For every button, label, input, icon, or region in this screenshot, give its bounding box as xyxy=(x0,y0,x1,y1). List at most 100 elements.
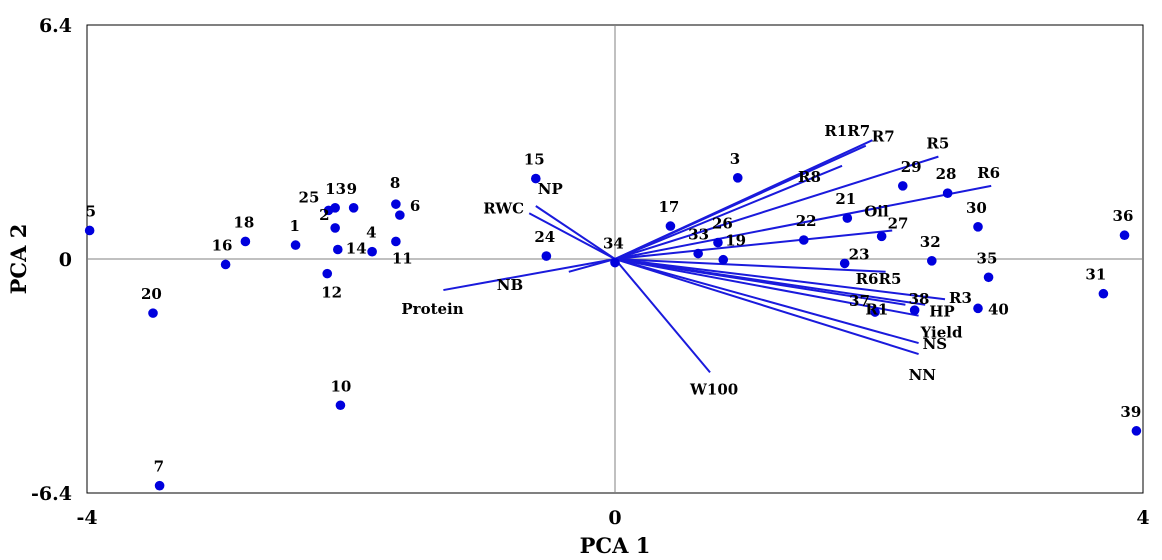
point-label: 11 xyxy=(392,249,413,267)
vector-label: R6R5 xyxy=(856,270,902,288)
vector-r5 xyxy=(614,155,939,260)
point-label: 20 xyxy=(141,285,162,303)
point-label: 2 xyxy=(319,206,329,224)
point-21 xyxy=(842,213,853,223)
vector-r3 xyxy=(614,258,946,301)
vector-label: R7 xyxy=(872,128,895,146)
x-tick-zero: 0 xyxy=(608,507,621,529)
point-32 xyxy=(927,256,937,266)
point-31 xyxy=(1098,288,1109,299)
vector-protein xyxy=(443,258,616,292)
point-12 xyxy=(322,268,333,279)
point-label: 4 xyxy=(366,224,376,242)
x-tick-max: 4 xyxy=(1136,507,1149,529)
point-24 xyxy=(541,251,552,261)
y-tick-max: 6.4 xyxy=(39,15,72,37)
point-40 xyxy=(973,303,983,314)
point-label: 37 xyxy=(849,292,870,310)
y-tick-min: -6.4 xyxy=(31,483,72,505)
point-label: 32 xyxy=(920,233,941,251)
point-33 xyxy=(693,248,703,259)
point-39 xyxy=(1131,426,1142,436)
point-label: 25 xyxy=(299,188,320,206)
point-8 xyxy=(391,199,401,209)
point-label: 9 xyxy=(347,180,357,198)
vector-label: W100 xyxy=(689,380,738,398)
vector-label: Protein xyxy=(401,300,463,318)
point-25 xyxy=(323,205,334,216)
vector-nn xyxy=(614,258,919,356)
point-label: 6 xyxy=(410,197,420,215)
point-16 xyxy=(220,259,231,270)
point-15 xyxy=(531,173,541,184)
point-label: 36 xyxy=(1113,207,1134,225)
point-label: 21 xyxy=(835,190,856,208)
point-26 xyxy=(713,237,723,248)
point-38 xyxy=(909,305,920,315)
point-label: 38 xyxy=(909,290,930,308)
point-label: 26 xyxy=(712,215,733,233)
point-label: 24 xyxy=(534,228,555,246)
vector-r7 xyxy=(614,144,867,260)
vector-np xyxy=(535,205,616,260)
loading-vectors xyxy=(443,139,992,373)
vector-label: R1R7 xyxy=(824,122,870,140)
vector-r8 xyxy=(614,164,843,260)
point-10 xyxy=(335,400,346,411)
point-5 xyxy=(84,225,95,236)
point-17 xyxy=(665,221,676,231)
vector-r6 xyxy=(614,184,992,260)
point-label: 12 xyxy=(321,284,342,302)
y-axis-title: PCA 2 xyxy=(6,224,31,295)
point-36 xyxy=(1119,230,1130,241)
point-label: 39 xyxy=(1120,403,1141,421)
point-18 xyxy=(240,236,251,247)
point-28 xyxy=(942,188,953,198)
point-30 xyxy=(973,222,983,232)
vector-label: R1 xyxy=(865,301,888,319)
vector-label: Yield xyxy=(920,324,963,342)
point-2 xyxy=(330,223,340,233)
point-label: 30 xyxy=(966,199,987,217)
point-34 xyxy=(610,257,620,268)
vector-label: NN xyxy=(909,366,937,384)
point-19 xyxy=(718,254,729,265)
point-22 xyxy=(798,235,809,245)
vector-label: RWC xyxy=(483,199,524,217)
point-4 xyxy=(367,246,377,257)
point-11 xyxy=(391,236,401,247)
x-axis-title: PCA 1 xyxy=(580,533,651,558)
point-label: 7 xyxy=(154,458,164,476)
point-23 xyxy=(839,258,850,269)
point-label: 33 xyxy=(688,226,709,244)
point-label: 14 xyxy=(346,239,367,257)
point-label: 16 xyxy=(212,236,233,254)
point-label: 8 xyxy=(390,174,400,192)
point-label: 17 xyxy=(658,198,679,216)
point-label: 23 xyxy=(849,245,870,263)
point-1 xyxy=(290,240,301,250)
point-label: 22 xyxy=(796,212,817,230)
vector-label: NP xyxy=(538,180,563,198)
vector-ns xyxy=(614,258,919,345)
x-tick-min: -4 xyxy=(76,507,97,529)
vector-yield xyxy=(614,258,919,317)
point-27 xyxy=(876,231,887,242)
point-label: 40 xyxy=(988,300,1009,318)
point-label: 1 xyxy=(290,217,300,235)
point-3 xyxy=(732,173,743,183)
point-37 xyxy=(870,307,880,317)
point-label: 19 xyxy=(725,232,746,250)
point-label: 31 xyxy=(1085,266,1106,284)
y-tick-zero: 0 xyxy=(59,249,72,271)
point-label: 15 xyxy=(524,151,545,169)
vector-r1 xyxy=(614,258,906,306)
point-label: 27 xyxy=(888,214,909,232)
vector-oil xyxy=(614,229,893,260)
point-label: 28 xyxy=(936,165,957,183)
point-label: 13 xyxy=(325,180,346,198)
vector-label: R3 xyxy=(949,289,972,307)
score-points xyxy=(84,173,1142,491)
